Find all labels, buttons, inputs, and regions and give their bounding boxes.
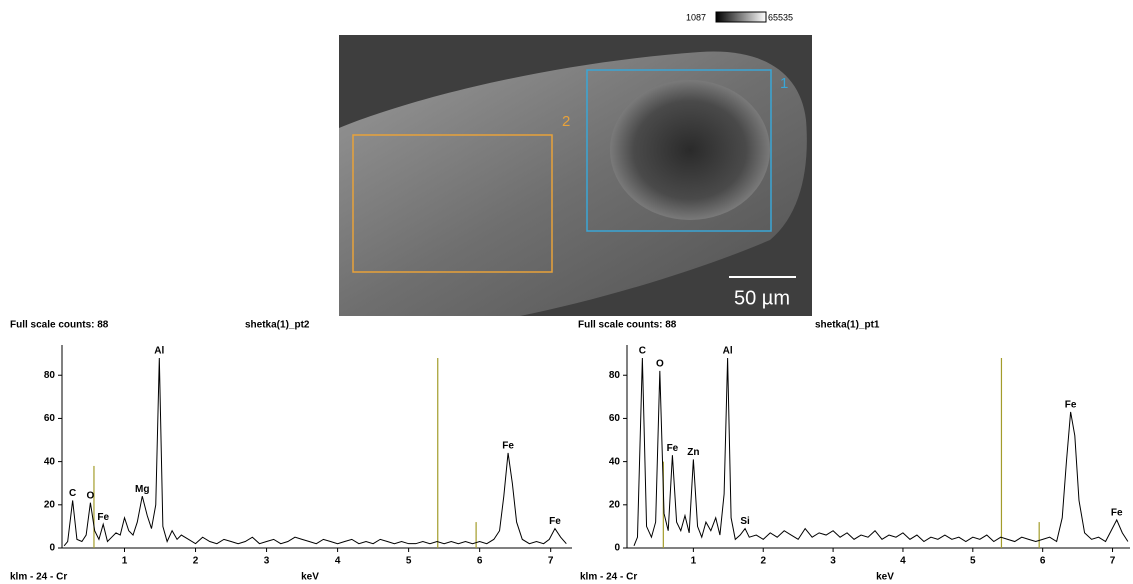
x-tick-label: 4: [900, 556, 906, 567]
spectrum-line: [64, 358, 566, 546]
x-axis-label: keV: [876, 572, 894, 583]
colorbar-max: 65535: [768, 12, 793, 22]
peak-label: Al: [154, 346, 164, 357]
peak-label: Fe: [97, 512, 109, 523]
peak-label: O: [87, 490, 95, 501]
x-tick-label: 6: [477, 556, 483, 567]
sem-cavity: [610, 80, 770, 220]
scale-bar-label: 50 µm: [734, 287, 790, 309]
spectrum-title: shetka(1)_pt2: [245, 320, 310, 331]
x-tick-label: 1: [691, 556, 697, 567]
y-tick-label: 40: [609, 456, 621, 467]
marker-label: klm - 24 - Cr: [580, 572, 637, 583]
x-tick-label: 7: [1110, 556, 1116, 567]
x-axis-label: keV: [301, 572, 319, 583]
y-tick-label: 0: [614, 543, 620, 554]
x-tick-label: 7: [548, 556, 554, 567]
y-tick-label: 0: [49, 543, 55, 554]
x-tick-label: 3: [264, 556, 270, 567]
peak-label: O: [656, 359, 664, 370]
colorbar-min: 1087: [686, 12, 706, 22]
y-tick-label: 20: [44, 499, 56, 510]
region-label: 1: [780, 75, 788, 92]
spectrum-line: [634, 358, 1128, 546]
peak-label: Fe: [1111, 508, 1123, 519]
y-tick-label: 40: [44, 456, 56, 467]
x-tick-label: 1: [122, 556, 128, 567]
marker-label: klm - 24 - Cr: [10, 572, 67, 583]
colorbar-ramp: [716, 12, 766, 22]
peak-label: Si: [740, 516, 750, 527]
x-tick-label: 4: [335, 556, 341, 567]
sem-image: 2 1 50 µm: [339, 35, 812, 316]
peak-label: C: [69, 488, 76, 499]
spectrum-subtitle: Full scale counts: 88: [10, 320, 109, 331]
y-tick-label: 60: [609, 413, 621, 424]
x-tick-label: 5: [970, 556, 976, 567]
peak-label: Al: [723, 346, 733, 357]
peak-label: Mg: [135, 484, 149, 495]
peak-label: C: [639, 346, 646, 357]
spectrum-title: shetka(1)_pt1: [815, 320, 880, 331]
peak-label: Fe: [1065, 400, 1077, 411]
spectrum-subtitle: Full scale counts: 88: [578, 320, 677, 331]
x-tick-label: 2: [760, 556, 766, 567]
x-tick-label: 3: [830, 556, 836, 567]
y-tick-label: 80: [609, 370, 621, 381]
x-tick-label: 6: [1040, 556, 1046, 567]
figure: 1087 65535 2 1 50 µm Full scale counts: …: [0, 0, 1133, 584]
x-tick-label: 2: [193, 556, 199, 567]
region-label: 2: [562, 113, 570, 130]
peak-label: Fe: [502, 441, 514, 452]
x-tick-label: 5: [406, 556, 412, 567]
y-tick-label: 60: [44, 413, 56, 424]
peak-label: Fe: [549, 516, 561, 527]
colorbar: 1087 65535: [686, 12, 793, 22]
peak-label: Fe: [667, 443, 679, 454]
y-tick-label: 80: [44, 370, 56, 381]
y-tick-label: 20: [609, 499, 621, 510]
peak-label: Zn: [687, 447, 699, 458]
